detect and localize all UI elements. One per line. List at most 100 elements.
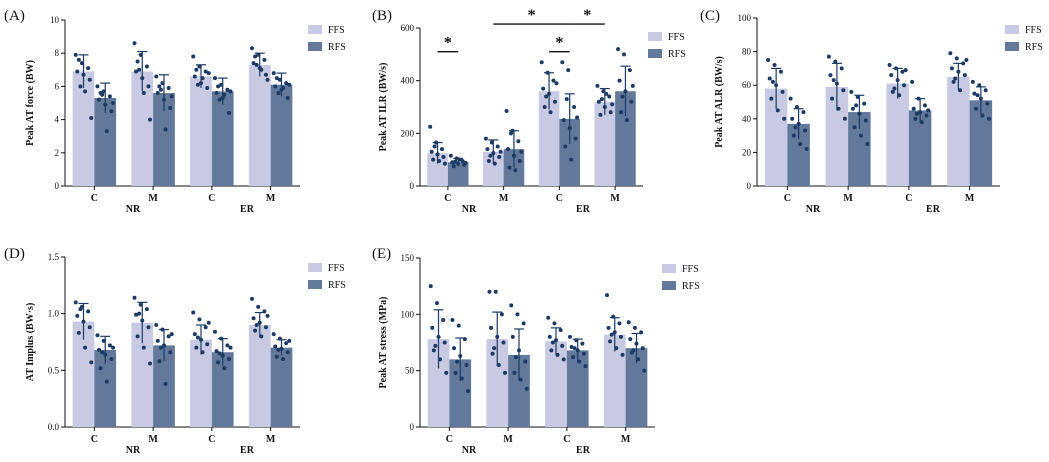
data-point — [138, 52, 143, 57]
data-point — [433, 343, 438, 348]
data-point — [435, 152, 440, 157]
data-point — [620, 352, 625, 357]
data-point — [903, 68, 908, 73]
bar-rfs-4 — [270, 84, 293, 186]
data-point — [451, 164, 456, 169]
data-point — [434, 301, 439, 306]
data-point — [795, 105, 800, 110]
data-point — [826, 54, 831, 59]
data-point — [855, 94, 860, 99]
data-point — [831, 78, 836, 83]
data-point — [849, 89, 854, 94]
data-point — [457, 157, 462, 162]
y-tick-label: 40 — [742, 114, 752, 124]
data-point — [265, 313, 270, 318]
y-axis-label: AT Implus (BW·s) — [25, 303, 36, 382]
x-tick-label: C — [563, 434, 570, 445]
data-point — [195, 82, 200, 87]
data-point — [431, 348, 436, 353]
bar-ffs-3 — [886, 83, 909, 186]
data-point — [889, 73, 894, 78]
data-point — [486, 158, 491, 163]
x-tick-label: C — [444, 193, 451, 204]
data-point — [894, 66, 899, 71]
data-point — [607, 94, 612, 99]
bar-ffs-4 — [248, 325, 271, 427]
data-point — [281, 357, 286, 361]
data-point — [639, 330, 644, 335]
data-point — [598, 112, 603, 117]
bar-ffs-2 — [131, 322, 154, 427]
data-point — [887, 63, 892, 68]
y-tick-label: 400 — [401, 76, 415, 86]
data-point — [900, 69, 905, 74]
data-point — [499, 312, 504, 317]
data-point — [192, 74, 197, 79]
data-point — [549, 348, 554, 353]
legend-swatch-ffs — [662, 264, 676, 273]
data-point — [436, 334, 441, 339]
data-point — [911, 106, 916, 111]
data-point — [862, 101, 867, 106]
panel-label: (B) — [372, 8, 392, 24]
data-point — [572, 105, 577, 109]
data-point — [985, 101, 990, 106]
data-point — [828, 73, 833, 78]
data-point — [89, 360, 94, 365]
data-point — [450, 160, 455, 165]
data-point — [225, 87, 230, 92]
bar-rfs-1 — [94, 98, 117, 186]
data-point — [442, 161, 447, 166]
bar-ffs-1 — [72, 71, 95, 186]
data-point — [801, 110, 806, 115]
data-point — [839, 66, 844, 71]
data-point — [506, 147, 511, 152]
data-point — [140, 318, 145, 323]
data-point — [134, 69, 139, 74]
data-point — [83, 89, 88, 94]
data-point — [76, 57, 81, 62]
y-tick-label: 0 — [410, 181, 415, 191]
bar-rfs-4 — [615, 91, 636, 186]
data-point — [263, 72, 268, 77]
data-point — [281, 86, 286, 91]
legend-swatch-rfs — [662, 281, 676, 290]
group-label: NR — [126, 445, 141, 456]
bar-rfs-1 — [449, 359, 472, 427]
bar-ffs-2 — [486, 339, 509, 427]
data-point — [456, 323, 461, 328]
x-tick-label: M — [148, 193, 158, 204]
data-point — [95, 333, 100, 338]
data-point — [513, 355, 518, 360]
x-tick-label: M — [503, 434, 513, 445]
data-point — [834, 81, 839, 86]
data-point — [634, 341, 639, 346]
data-point — [510, 334, 515, 339]
data-point — [284, 341, 289, 346]
data-point — [253, 328, 258, 333]
data-point — [141, 91, 146, 96]
group-label: NR — [806, 204, 821, 215]
data-point — [769, 96, 774, 101]
data-point — [897, 93, 902, 98]
data-point — [107, 94, 112, 99]
data-point — [766, 58, 771, 62]
data-point — [199, 81, 204, 86]
panel-label: (E) — [372, 246, 391, 262]
data-point — [249, 296, 254, 301]
group-label: NR — [462, 445, 477, 456]
data-point — [836, 106, 841, 111]
data-point — [458, 354, 463, 359]
data-point — [103, 102, 108, 107]
data-point — [767, 76, 772, 81]
data-point — [284, 81, 289, 86]
data-point — [804, 147, 809, 152]
chart-panel-1: (A) 0 2 4 6 8 10 Peak AT force (BW) C M C M NR ER FFS R… — [4, 8, 346, 215]
data-point — [560, 343, 565, 348]
data-point — [228, 345, 233, 350]
data-point — [430, 325, 435, 330]
y-tick-label: 0 — [410, 422, 415, 432]
data-point — [254, 323, 259, 327]
data-point — [913, 116, 918, 121]
